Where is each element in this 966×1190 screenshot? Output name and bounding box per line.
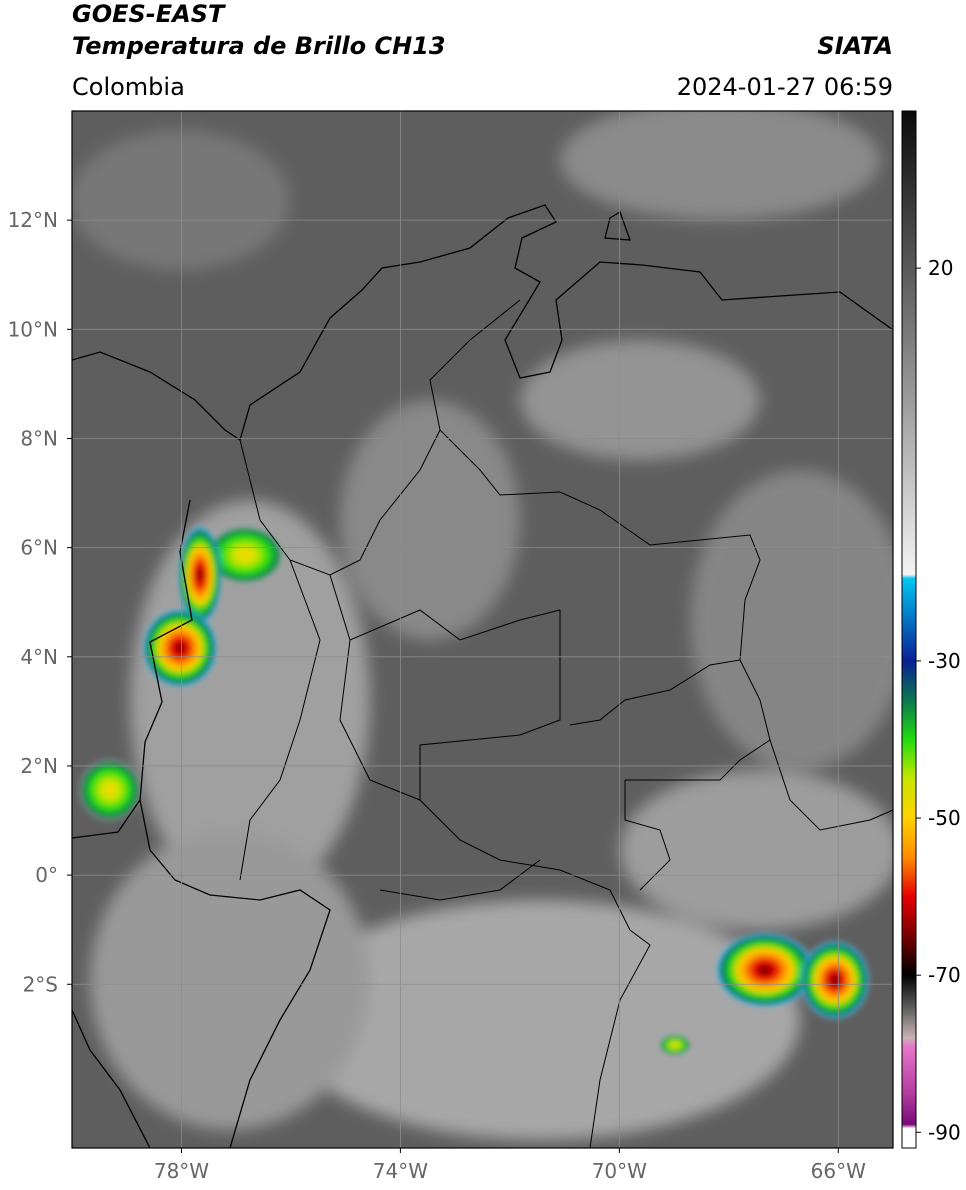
coastlines <box>72 204 893 1148</box>
title: GOES-EAST <box>72 0 226 28</box>
region: Colombia <box>72 73 185 101</box>
colorbar-tick-label: -90 <box>928 1120 961 1144</box>
lat-tick-label: 4°N <box>20 645 58 669</box>
lat-tick-label: 6°N <box>20 536 58 560</box>
lat-tick-label: 0° <box>35 863 58 887</box>
source: SIATA <box>817 32 893 60</box>
lat-tick-label: 12°N <box>8 208 58 232</box>
subtitle: Temperatura de Brillo CH13 <box>72 32 446 60</box>
lat-tick-label: 10°N <box>8 317 58 341</box>
colorbar-tick-label: -30 <box>928 649 961 673</box>
colorbar-tick-label: -50 <box>928 806 961 830</box>
lon-tick-label: 78°W <box>154 1159 209 1183</box>
colorbar-tick-label: 20 <box>928 256 953 280</box>
lat-tick-label: 8°N <box>20 426 58 450</box>
borders <box>239 299 893 1148</box>
lon-tick-label: 74°W <box>373 1159 428 1183</box>
lat-tick-label: 2°N <box>20 754 58 778</box>
lon-tick-label: 70°W <box>592 1159 647 1183</box>
graticule <box>72 111 893 1148</box>
colorbar-tick-label: -70 <box>928 963 961 987</box>
satellite-image <box>72 111 893 1148</box>
timestamp: 2024-01-27 06:59 <box>677 73 893 101</box>
colorbar <box>901 110 917 1149</box>
lat-tick-label: 2°S <box>23 972 58 996</box>
map-frame <box>71 110 894 1149</box>
lon-tick-label: 66°W <box>811 1159 866 1183</box>
